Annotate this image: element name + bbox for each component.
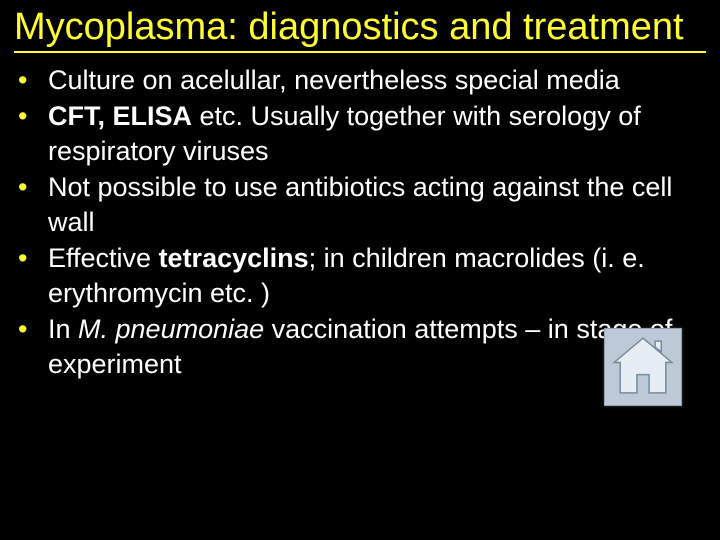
- list-item: Effective tetracyclins; in children macr…: [48, 241, 706, 310]
- bullet-text: In: [48, 314, 78, 344]
- bullet-bold: tetracyclins: [159, 243, 309, 273]
- bullet-italic: M. pneumoniae: [78, 314, 264, 344]
- list-item: Culture on acelullar, nevertheless speci…: [48, 63, 706, 98]
- list-item: CFT, ELISA etc. Usually together with se…: [48, 99, 706, 168]
- home-icon[interactable]: [604, 328, 682, 406]
- page-title: Mycoplasma: diagnostics and treatment: [14, 6, 706, 53]
- bullet-bold: CFT, ELISA: [48, 101, 192, 131]
- bullet-text: Effective: [48, 243, 159, 273]
- bullet-list: Culture on acelullar, nevertheless speci…: [14, 63, 706, 382]
- bullet-text: Not possible to use antibiotics acting a…: [48, 172, 672, 237]
- list-item: Not possible to use antibiotics acting a…: [48, 170, 706, 239]
- house-icon: [605, 329, 681, 405]
- bullet-text: Culture on acelullar, nevertheless speci…: [48, 65, 620, 95]
